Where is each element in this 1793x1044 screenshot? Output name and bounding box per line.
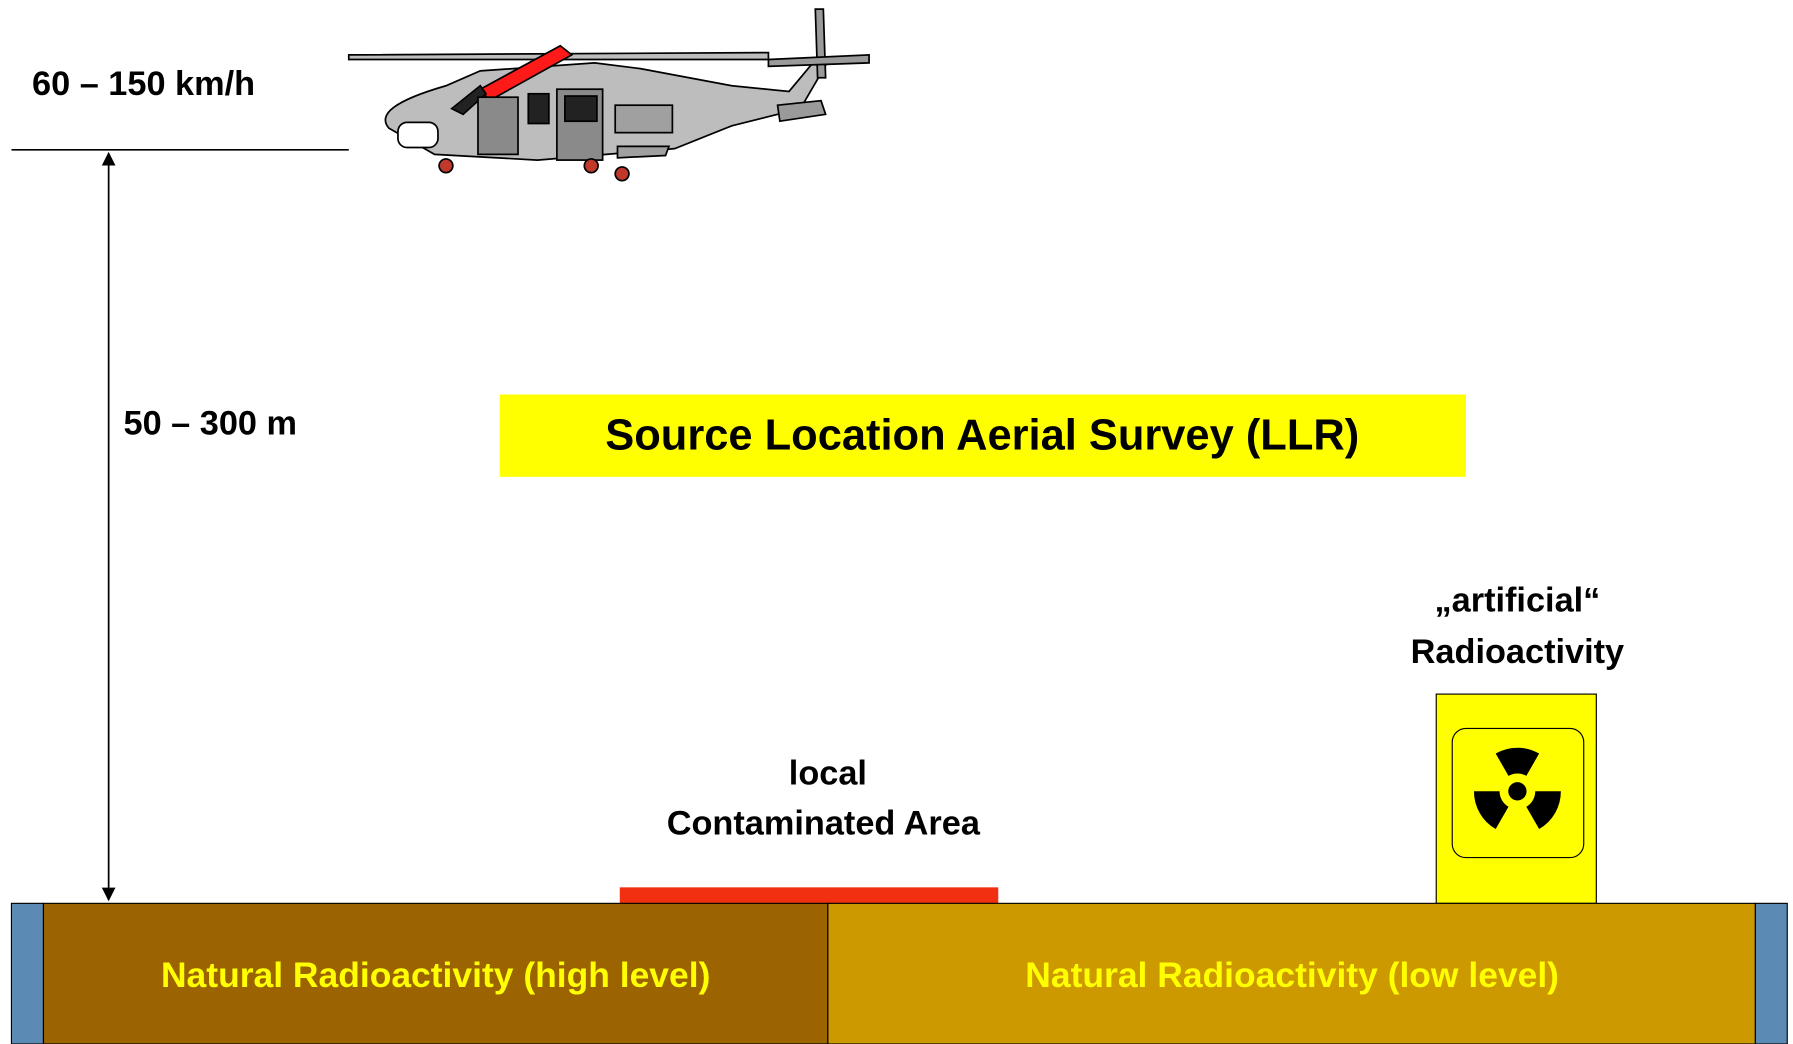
altitude-label: 50 – 300 m xyxy=(124,404,298,442)
artificial-label: Radioactivity xyxy=(1411,633,1624,671)
helicopter xyxy=(349,9,869,181)
local-label: Contaminated Area xyxy=(667,805,981,843)
ground-edge xyxy=(1755,903,1787,1044)
local-label: local xyxy=(789,754,867,792)
contaminated-area xyxy=(620,887,998,903)
speed-label: 60 – 150 km/h xyxy=(32,65,255,103)
ground-edge xyxy=(11,903,43,1044)
ground-high-label: Natural Radioactivity (high level) xyxy=(161,955,710,995)
artificial-label: „artificial“ xyxy=(1434,582,1600,620)
diagram: 60 – 150 km/h 50 – 300 m Source Location… xyxy=(0,0,1793,1044)
page: 60 – 150 km/h 50 – 300 m Source Location… xyxy=(0,0,1793,1044)
title: Source Location Aerial Survey (LLR) xyxy=(605,411,1359,459)
ground-low-label: Natural Radioactivity (low level) xyxy=(1025,955,1559,995)
